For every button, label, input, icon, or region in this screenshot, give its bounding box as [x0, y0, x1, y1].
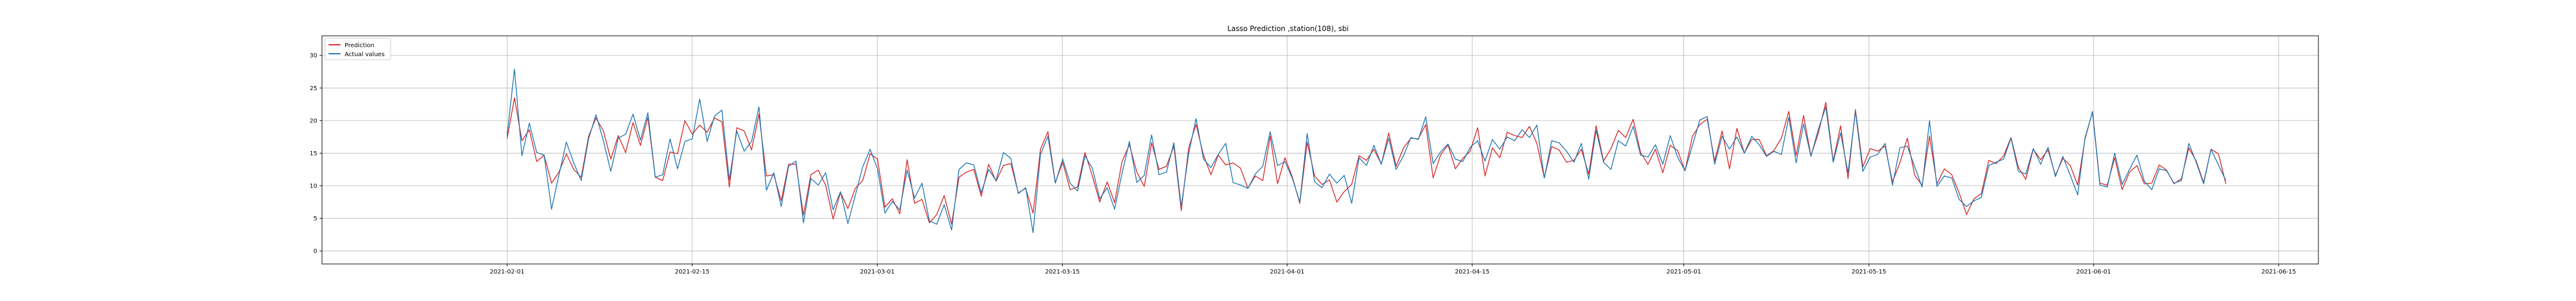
- y-tick-label: 30: [309, 53, 317, 59]
- legend-label-actual-values: Actual values: [345, 51, 385, 58]
- y-tick-label: 0: [314, 248, 317, 255]
- series-layer: [506, 68, 2227, 234]
- x-tick-label: 2021-06-01: [2076, 269, 2111, 275]
- x-tick-label: 2021-06-15: [2261, 269, 2296, 275]
- y-tick-label: 10: [309, 183, 317, 190]
- x-tick-label: 2021-02-01: [490, 269, 524, 275]
- plot-area-frame: [321, 35, 2319, 265]
- x-tick-label: 2021-03-01: [860, 269, 894, 275]
- x-tick-label: 2021-05-15: [1852, 269, 1886, 275]
- y-axis: 0 5 10 15 20 25 30: [309, 53, 322, 255]
- y-tick-label: 5: [314, 216, 317, 222]
- series-line-prediction: [506, 97, 2227, 225]
- legend-label-prediction: Prediction: [345, 42, 374, 49]
- y-tick-label: 15: [309, 150, 317, 157]
- x-axis: 2021-02-01 2021-02-15 2021-03-01 2021-03-15…: [490, 264, 2296, 275]
- legend-box: [324, 38, 391, 60]
- y-tick-label: 20: [309, 118, 317, 124]
- x-tick-label: 2021-04-01: [1270, 269, 1305, 275]
- y-tick-label: 25: [309, 85, 317, 92]
- grid-lines: [322, 36, 2318, 264]
- x-tick-label: 2021-04-15: [1455, 269, 1490, 275]
- x-tick-label: 2021-03-15: [1045, 269, 1080, 275]
- x-tick-label: 2021-02-15: [675, 269, 710, 275]
- legend: Prediction Actual values: [324, 38, 391, 60]
- x-tick-label: 2021-05-01: [1667, 269, 1701, 275]
- series-line-actual-values: [506, 68, 2227, 234]
- chart-title: Lasso Prediction ,station(108), sbi: [1227, 24, 1348, 33]
